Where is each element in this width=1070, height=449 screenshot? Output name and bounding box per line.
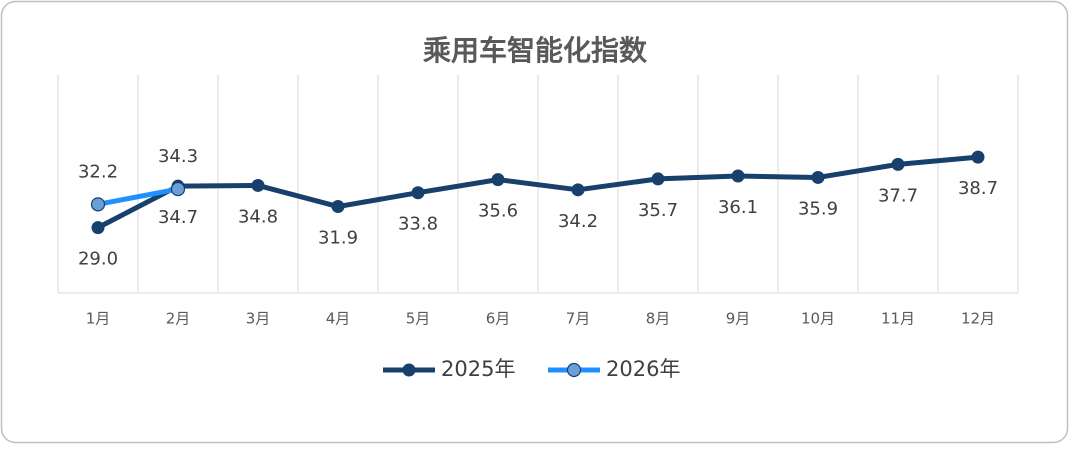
data-label: 32.2: [78, 161, 118, 182]
point: [651, 172, 665, 186]
point: [411, 186, 425, 200]
point: [491, 173, 505, 187]
point: [731, 169, 745, 183]
point: [971, 150, 985, 164]
data-label: 31.9: [318, 228, 358, 249]
legend-marker: [402, 363, 416, 377]
series-line: [96, 154, 979, 230]
x-tick-label: 5月: [406, 310, 431, 328]
legend-label: 2025年: [441, 357, 515, 381]
point: [91, 221, 105, 235]
x-tick-label: 9月: [726, 310, 751, 328]
data-label: 34.7: [158, 207, 198, 228]
data-label: 34.2: [558, 211, 598, 232]
point: [251, 178, 265, 192]
x-tick-label: 2月: [166, 310, 191, 328]
point: [571, 183, 585, 197]
data-label: 35.6: [478, 201, 518, 222]
x-tick-label: 10月: [801, 310, 835, 328]
chart-title: 乘用车智能化指数: [423, 34, 648, 67]
data-label: 34.3: [158, 146, 198, 167]
data-label: 37.7: [878, 185, 918, 206]
x-tick-label: 7月: [566, 310, 591, 328]
x-tick-label: 6月: [486, 310, 511, 328]
x-tick-label: 11月: [881, 310, 915, 328]
point: [331, 200, 345, 214]
data-label: 34.8: [238, 206, 278, 227]
x-tick-label: 8月: [646, 310, 671, 328]
x-tick-label: 4月: [326, 310, 351, 328]
data-label: 35.9: [798, 198, 838, 219]
x-tick-label: 3月: [246, 310, 271, 328]
point: [891, 157, 905, 171]
data-label: 36.1: [718, 197, 758, 218]
data-label: 29.0: [78, 249, 118, 270]
series-line: [97, 186, 179, 207]
x-tick-label: 1月: [86, 310, 111, 328]
legend-label: 2026年: [606, 357, 680, 381]
point: [90, 197, 106, 212]
legend-marker: [566, 362, 582, 378]
data-label: 38.7: [958, 178, 998, 199]
data-label: 35.7: [638, 200, 678, 221]
data-label: 33.8: [398, 214, 438, 235]
x-tick-label: 12月: [961, 310, 995, 328]
point: [170, 181, 186, 197]
point: [811, 170, 825, 184]
